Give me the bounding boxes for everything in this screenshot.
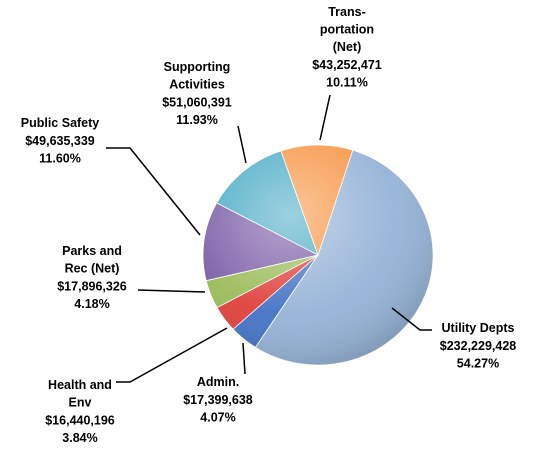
value-label: $51,060,391: [162, 95, 232, 109]
category-label: Supporting Activities: [164, 60, 231, 92]
value-label: $16,440,196: [45, 413, 115, 427]
percent-label: 4.18%: [74, 297, 109, 311]
leader-line: [116, 327, 228, 383]
category-label: Parks and Rec (Net): [62, 244, 122, 276]
percent-label: 3.84%: [62, 431, 97, 445]
percent-label: 54.27%: [457, 356, 499, 370]
category-label: Health and Env: [48, 378, 112, 410]
leader-line: [242, 342, 246, 375]
leader-line: [137, 289, 206, 293]
value-label: $43,252,471: [312, 58, 382, 72]
leader-line: [391, 307, 432, 331]
category-label: Utility Depts: [442, 321, 515, 335]
percent-label: 4.07%: [200, 410, 235, 424]
value-label: $49,635,339: [25, 134, 95, 148]
percent-label: 11.60%: [39, 151, 81, 165]
value-label: $17,896,326: [57, 279, 127, 293]
value-label: $17,399,638: [183, 393, 253, 407]
category-label: Admin.: [197, 375, 239, 389]
leader-line: [319, 94, 331, 141]
category-label: Public Safety: [21, 116, 100, 130]
percent-label: 11.93%: [176, 113, 218, 127]
leader-line: [106, 147, 201, 236]
value-label: $232,229,428: [440, 339, 517, 353]
pie: [202, 144, 434, 366]
percent-label: 10.11%: [326, 75, 368, 89]
labels: Utility Depts $232,229,428 54.27% Admin. $17…: [21, 5, 517, 445]
category-label: Trans-portation (Net): [320, 5, 374, 54]
leader-line: [237, 125, 247, 164]
